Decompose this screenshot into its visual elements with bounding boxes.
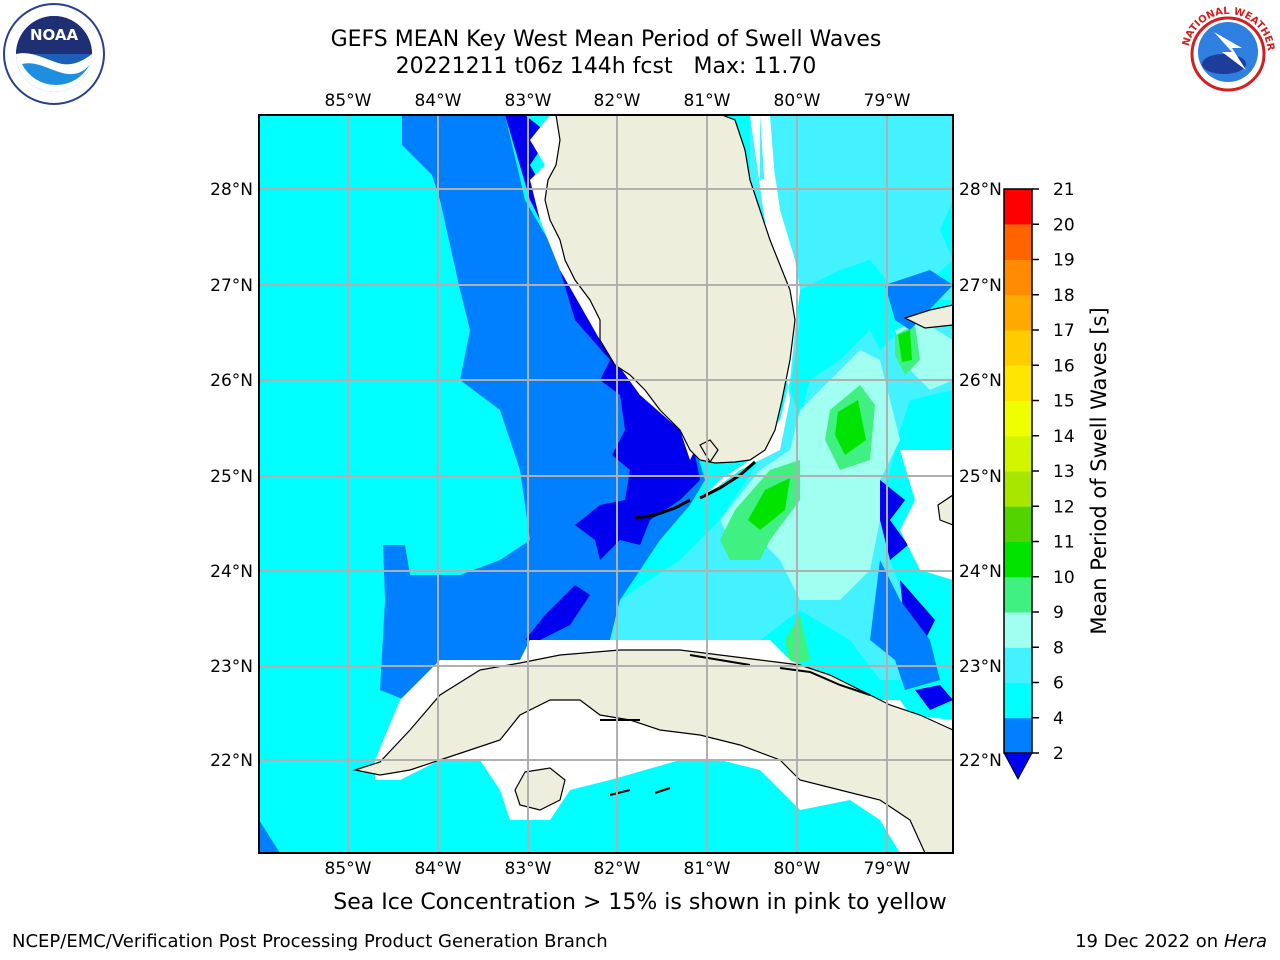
lat-label: 25°N <box>210 467 253 487</box>
lat-label: 23°N <box>959 657 1002 677</box>
colorbar-tick-label: 10 <box>1053 568 1075 588</box>
lat-label: 25°N <box>959 467 1002 487</box>
field-2-4s <box>380 115 705 700</box>
colorbar-segment <box>1004 400 1032 437</box>
colorbar-tick-label: 15 <box>1053 392 1075 412</box>
nodata-florida-east <box>700 115 800 500</box>
lat-labels-left: 28°N 27°N 26°N 25°N 24°N 23°N 22°N <box>210 180 253 771</box>
colorbar-tick-label: 9 <box>1053 603 1064 623</box>
colorbar-segment <box>1004 189 1032 225</box>
lon-label: 80°W <box>774 91 821 111</box>
cuba-north-cays <box>689 654 871 696</box>
colorbar-tick-label: 16 <box>1053 356 1075 376</box>
lat-labels-right: 28°N 27°N 26°N 25°N 24°N 23°N 22°N <box>959 180 1002 771</box>
lon-label: 85°W <box>325 859 372 879</box>
colorbar-segment <box>1004 365 1032 401</box>
colorbar-tick-label: 21 <box>1053 180 1075 200</box>
noaa-logo-text: NOAA <box>30 26 79 44</box>
field-below-2s-cuba <box>915 685 953 710</box>
field-10-11s-b <box>748 478 790 530</box>
lon-label: 84°W <box>415 91 462 111</box>
field-below-2s-keys <box>525 585 590 640</box>
colorbar-segment <box>1004 224 1032 260</box>
footer-credit: NCEP/EMC/Verification Post Processing Pr… <box>12 931 608 952</box>
lat-label: 24°N <box>210 562 253 582</box>
lat-label: 27°N <box>959 276 1002 296</box>
field-10-11s <box>835 400 866 455</box>
lon-label: 79°W <box>864 91 911 111</box>
lon-label: 83°W <box>505 91 552 111</box>
colorbar-tick-label: 12 <box>1053 497 1075 517</box>
colorbar-tick-label: 6 <box>1053 674 1064 694</box>
lon-label: 79°W <box>864 859 911 879</box>
lon-label: 82°W <box>594 859 641 879</box>
colorbar-tick-label: 18 <box>1053 286 1075 306</box>
colorbar-segment <box>1004 682 1032 719</box>
lat-label: 27°N <box>210 276 253 296</box>
colorbar-tick-label: 19 <box>1053 251 1075 271</box>
colorbar-segment <box>1004 506 1032 542</box>
colorbar-segment <box>1004 717 1032 754</box>
footer-date-text: 19 Dec 2022 on <box>1075 931 1219 952</box>
lat-label: 22°N <box>210 751 253 771</box>
sea-ice-caption: Sea Ice Concentration > 15% is shown in … <box>333 890 947 915</box>
colorbar-segment <box>1004 259 1032 296</box>
nodata-bahamas <box>900 450 953 580</box>
colorbar: 2 4 6 8 9 10 11 12 13 14 15 16 17 18 19 20 21 <box>1003 180 1075 781</box>
lon-label: 80°W <box>774 859 821 879</box>
colorbar-segment <box>1004 612 1032 648</box>
lon-label: 85°W <box>325 91 372 111</box>
colorbar-tick-label: 17 <box>1053 321 1075 341</box>
lon-label: 81°W <box>684 91 731 111</box>
field-2-4s-south <box>259 820 280 853</box>
lat-label: 22°N <box>959 751 1002 771</box>
colorbar-tick-label: 4 <box>1053 709 1064 729</box>
chart-title: GEFS MEAN Key West Mean Period of Swell … <box>330 27 882 52</box>
colorbar-tick-label: 13 <box>1053 462 1075 482</box>
land-cuba <box>352 649 953 853</box>
map-frame <box>258 114 954 854</box>
lat-label: 23°N <box>210 657 253 677</box>
land-bahamas-andros <box>937 494 953 526</box>
field-10-11s-c <box>898 330 912 362</box>
map-gridlines <box>259 115 953 853</box>
lat-label: 28°N <box>959 180 1002 200</box>
colorbar-tick-label: 8 <box>1053 638 1064 658</box>
colorbar-segment <box>1004 294 1032 331</box>
colorbar-segment <box>1004 471 1032 507</box>
colorbar-tick-label: 2 <box>1053 744 1064 764</box>
lon-labels-top: 85°W 84°W 83°W 82°W 81°W 80°W 79°W <box>325 91 911 111</box>
lon-label: 82°W <box>594 91 641 111</box>
colorbar-segment <box>1004 541 1032 578</box>
land-florida <box>544 115 796 464</box>
lat-label: 24°N <box>959 562 1002 582</box>
nws-logo: NATIONAL WEATHER SERVICE <box>1176 2 1278 104</box>
colorbar-segment <box>1004 435 1032 472</box>
colorbar-label: Mean Period of Swell Waves [s] <box>1087 307 1111 634</box>
footer-machine: Hera <box>1223 931 1267 952</box>
cuba-south-cays <box>600 719 671 796</box>
lat-label: 28°N <box>210 180 253 200</box>
colorbar-segment <box>1004 647 1032 683</box>
land-bahamas-abaco <box>903 304 953 329</box>
map-plot-area <box>259 115 953 853</box>
lat-label: 26°N <box>210 371 253 391</box>
colorbar-segment <box>1004 576 1032 613</box>
lon-label: 83°W <box>505 859 552 879</box>
colorbar-segment <box>1004 330 1032 366</box>
nodata-florida-n <box>760 115 775 190</box>
colorbar-under-arrow <box>1003 752 1033 781</box>
colorbar-tick-label: 14 <box>1053 427 1075 447</box>
colorbar-tick-label: 11 <box>1053 533 1075 553</box>
lon-labels-bottom: 85°W 84°W 83°W 82°W 81°W 80°W 79°W <box>325 859 911 879</box>
lon-label: 81°W <box>684 859 731 879</box>
footer-date: 19 Dec 2022 on Hera <box>1075 931 1267 952</box>
lat-label: 26°N <box>959 371 1002 391</box>
colorbar-tick-label: 20 <box>1053 215 1075 235</box>
noaa-logo: NOAA <box>3 3 105 105</box>
lon-label: 84°W <box>415 859 462 879</box>
florida-keys <box>634 460 756 520</box>
chart-subtitle: 20221211 t06z 144h fcst Max: 11.70 <box>395 54 817 79</box>
